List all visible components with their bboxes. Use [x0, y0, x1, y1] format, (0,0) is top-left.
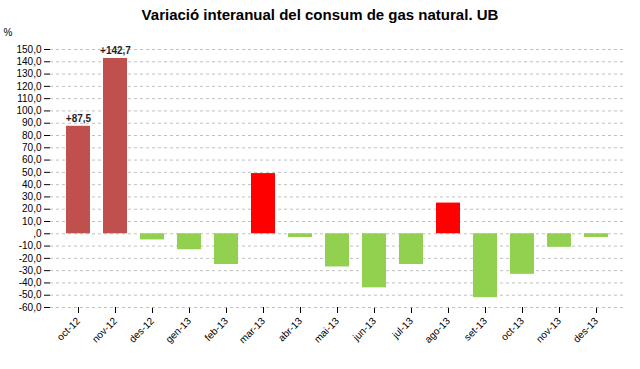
svg-text:oct-12: oct-12 — [55, 315, 83, 343]
svg-text:mai-13: mai-13 — [312, 315, 342, 345]
svg-text:30,0: 30,0 — [22, 191, 42, 202]
svg-text:des-12: des-12 — [127, 315, 157, 345]
svg-text:150,0: 150,0 — [16, 44, 41, 55]
svg-text:-40,0: -40,0 — [19, 277, 42, 288]
svg-text:%: % — [4, 27, 13, 38]
svg-text:feb-13: feb-13 — [202, 315, 230, 343]
svg-text:100,0: 100,0 — [16, 105, 41, 116]
svg-text:jul-13: jul-13 — [389, 315, 415, 341]
svg-text:+87,5: +87,5 — [66, 113, 92, 124]
svg-text:10,0: 10,0 — [22, 216, 42, 227]
svg-text:nov-12: nov-12 — [90, 315, 120, 345]
svg-text:80,0: 80,0 — [22, 130, 42, 141]
svg-text:-20,0: -20,0 — [19, 253, 42, 264]
svg-text:50,0: 50,0 — [22, 167, 42, 178]
svg-text:abr-13: abr-13 — [276, 315, 305, 344]
svg-text:-10,0: -10,0 — [19, 240, 42, 251]
svg-text:nov-13: nov-13 — [534, 315, 564, 345]
svg-text:gen-13: gen-13 — [163, 315, 193, 345]
svg-text:-50,0: -50,0 — [19, 289, 42, 300]
svg-text:+142,7: +142,7 — [100, 45, 131, 56]
svg-text:130,0: 130,0 — [16, 68, 41, 79]
svg-text:40,0: 40,0 — [22, 179, 42, 190]
svg-text:des-13: des-13 — [571, 315, 601, 345]
svg-text:110,0: 110,0 — [17, 93, 42, 104]
svg-text:90,0: 90,0 — [22, 117, 42, 128]
svg-text:jun-13: jun-13 — [350, 315, 378, 343]
svg-text:set-13: set-13 — [462, 315, 490, 343]
svg-text:70,0: 70,0 — [22, 142, 42, 153]
html-text:Variació interanual del consum: Variació interanual del consum de gas na… — [141, 6, 499, 23]
svg-text:120,0: 120,0 — [16, 81, 41, 92]
svg-text:,0: ,0 — [33, 228, 42, 239]
svg-text:mar-13: mar-13 — [237, 315, 267, 345]
svg-text:oct-13: oct-13 — [499, 315, 527, 343]
svg-text:-30,0: -30,0 — [19, 265, 42, 276]
svg-text:60,0: 60,0 — [22, 154, 42, 165]
svg-text:20,0: 20,0 — [22, 203, 42, 214]
svg-text:-60,0: -60,0 — [19, 302, 42, 313]
svg-text:140,0: 140,0 — [16, 56, 41, 67]
svg-text:ago-13: ago-13 — [422, 315, 452, 345]
